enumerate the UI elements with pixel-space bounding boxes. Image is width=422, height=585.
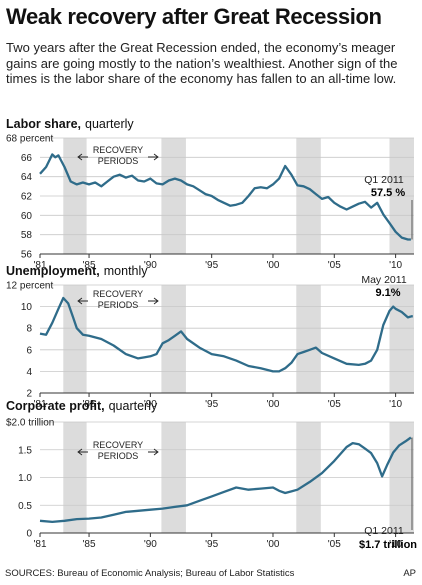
y-tick-label: 60 [21, 211, 33, 222]
recovery-periods-label: RECOVERY PERIODS [93, 145, 143, 166]
page-subtitle: Two years after the Great Recession ende… [6, 40, 398, 86]
x-tick-label: '05 [328, 260, 341, 271]
x-tick-label: '85 [83, 260, 96, 271]
x-tick-label: '00 [266, 260, 279, 271]
x-tick-label: '81 [33, 539, 46, 550]
y-tick-label: 0.5 [18, 501, 32, 512]
x-tick-label: '95 [205, 399, 218, 410]
y-tick-label: 10 [21, 302, 33, 313]
recovery-period-shade [63, 285, 87, 393]
annotation-label: May 2011 [361, 274, 406, 286]
y-tick-label: $2.0 trillion [6, 418, 54, 429]
data-series-line [39, 296, 413, 373]
recovery-period-shade [161, 285, 186, 393]
chart-title: Corporate profit, quarterly [6, 399, 158, 413]
y-tick-label: 4 [26, 367, 32, 378]
arrow-left-icon [77, 153, 88, 161]
chart-title-suffix: quarterly [85, 117, 134, 131]
recovery-periods-line: RECOVERY [93, 440, 143, 450]
x-tick-label: '95 [205, 539, 218, 550]
x-tick-label: '90 [144, 539, 157, 550]
y-tick-label: 12 percent [6, 281, 53, 292]
sources-note: SOURCES: Bureau of Economic Analysis; Bu… [5, 568, 295, 579]
x-tick-label: '10 [389, 399, 402, 410]
y-tick-label: 1.0 [18, 473, 32, 484]
arrow-right-icon [148, 448, 159, 456]
x-tick-label: '85 [83, 399, 96, 410]
data-series-line [39, 436, 412, 524]
recovery-period-shade [389, 285, 414, 393]
arrow-right-icon [148, 153, 159, 161]
chart-panel-2: Unemployment, monthly RECOVERY PERIODS [6, 264, 414, 397]
x-tick-label: '05 [328, 539, 341, 550]
x-tick-label: '90 [144, 399, 157, 410]
y-tick-label: 0 [26, 529, 32, 540]
annotation-value: 57.5 % [371, 187, 405, 199]
x-tick-label: '81 [33, 399, 46, 410]
annotation-label: Q1 2011 [364, 525, 404, 537]
y-tick-label: 64 [21, 172, 33, 183]
chart-title-main: Unemployment, [6, 264, 100, 278]
annotation-label: Q1 2011 [364, 174, 404, 186]
x-tick-label: '10 [389, 539, 402, 550]
x-tick-label: '81 [33, 260, 46, 271]
x-tick-label: '95 [205, 260, 218, 271]
chart-title-main: Corporate profit, [6, 399, 105, 413]
chart-panel-1: Labor share, quarterly RECOVERY PERIODS [6, 117, 414, 258]
data-series-line [39, 153, 411, 241]
chart-title-main: Labor share, [6, 117, 81, 131]
y-tick-label: 68 percent [6, 134, 53, 145]
chart-title: Labor share, quarterly [6, 117, 134, 131]
arrow-left-icon [77, 448, 88, 456]
arrow-left-icon [77, 297, 88, 305]
recovery-periods-label: RECOVERY PERIODS [93, 440, 143, 461]
chart-title: Unemployment, monthly [6, 264, 148, 278]
recovery-periods-line: PERIODS [98, 451, 139, 461]
y-tick-label: 62 [21, 192, 33, 203]
x-tick-label: '05 [328, 399, 341, 410]
y-tick-label: 2 [26, 389, 32, 400]
y-tick-label: 58 [21, 230, 33, 241]
y-tick-label: 1.5 [18, 445, 32, 456]
recovery-periods-line: PERIODS [98, 156, 139, 166]
y-tick-label: 56 [21, 250, 33, 261]
annotation-value: 9.1% [375, 287, 400, 299]
recovery-periods-line: RECOVERY [93, 289, 143, 299]
y-tick-label: 8 [26, 324, 32, 335]
arrow-right-icon [148, 297, 159, 305]
recovery-periods-line: RECOVERY [93, 145, 143, 155]
x-tick-label: '90 [144, 260, 157, 271]
recovery-period-shade [296, 285, 321, 393]
x-tick-label: '10 [389, 260, 402, 271]
recovery-periods-label: RECOVERY PERIODS [93, 289, 143, 310]
chart-title-suffix: quarterly [109, 399, 158, 413]
x-tick-label: '00 [266, 399, 279, 410]
annotation-value: $1.7 trillion [359, 539, 417, 551]
chart-title-suffix: monthly [104, 264, 149, 278]
y-tick-label: 66 [21, 153, 33, 164]
x-tick-label: '00 [266, 539, 279, 550]
x-tick-label: '85 [83, 539, 96, 550]
page-title: Weak recovery after Great Recession [6, 4, 382, 29]
chart-panel-3: Corporate profit, quarterly RECOVERY PERIOD… [6, 399, 414, 537]
credit-label: AP [403, 568, 416, 579]
y-tick-label: 6 [26, 345, 32, 356]
recovery-periods-line: PERIODS [98, 300, 139, 310]
